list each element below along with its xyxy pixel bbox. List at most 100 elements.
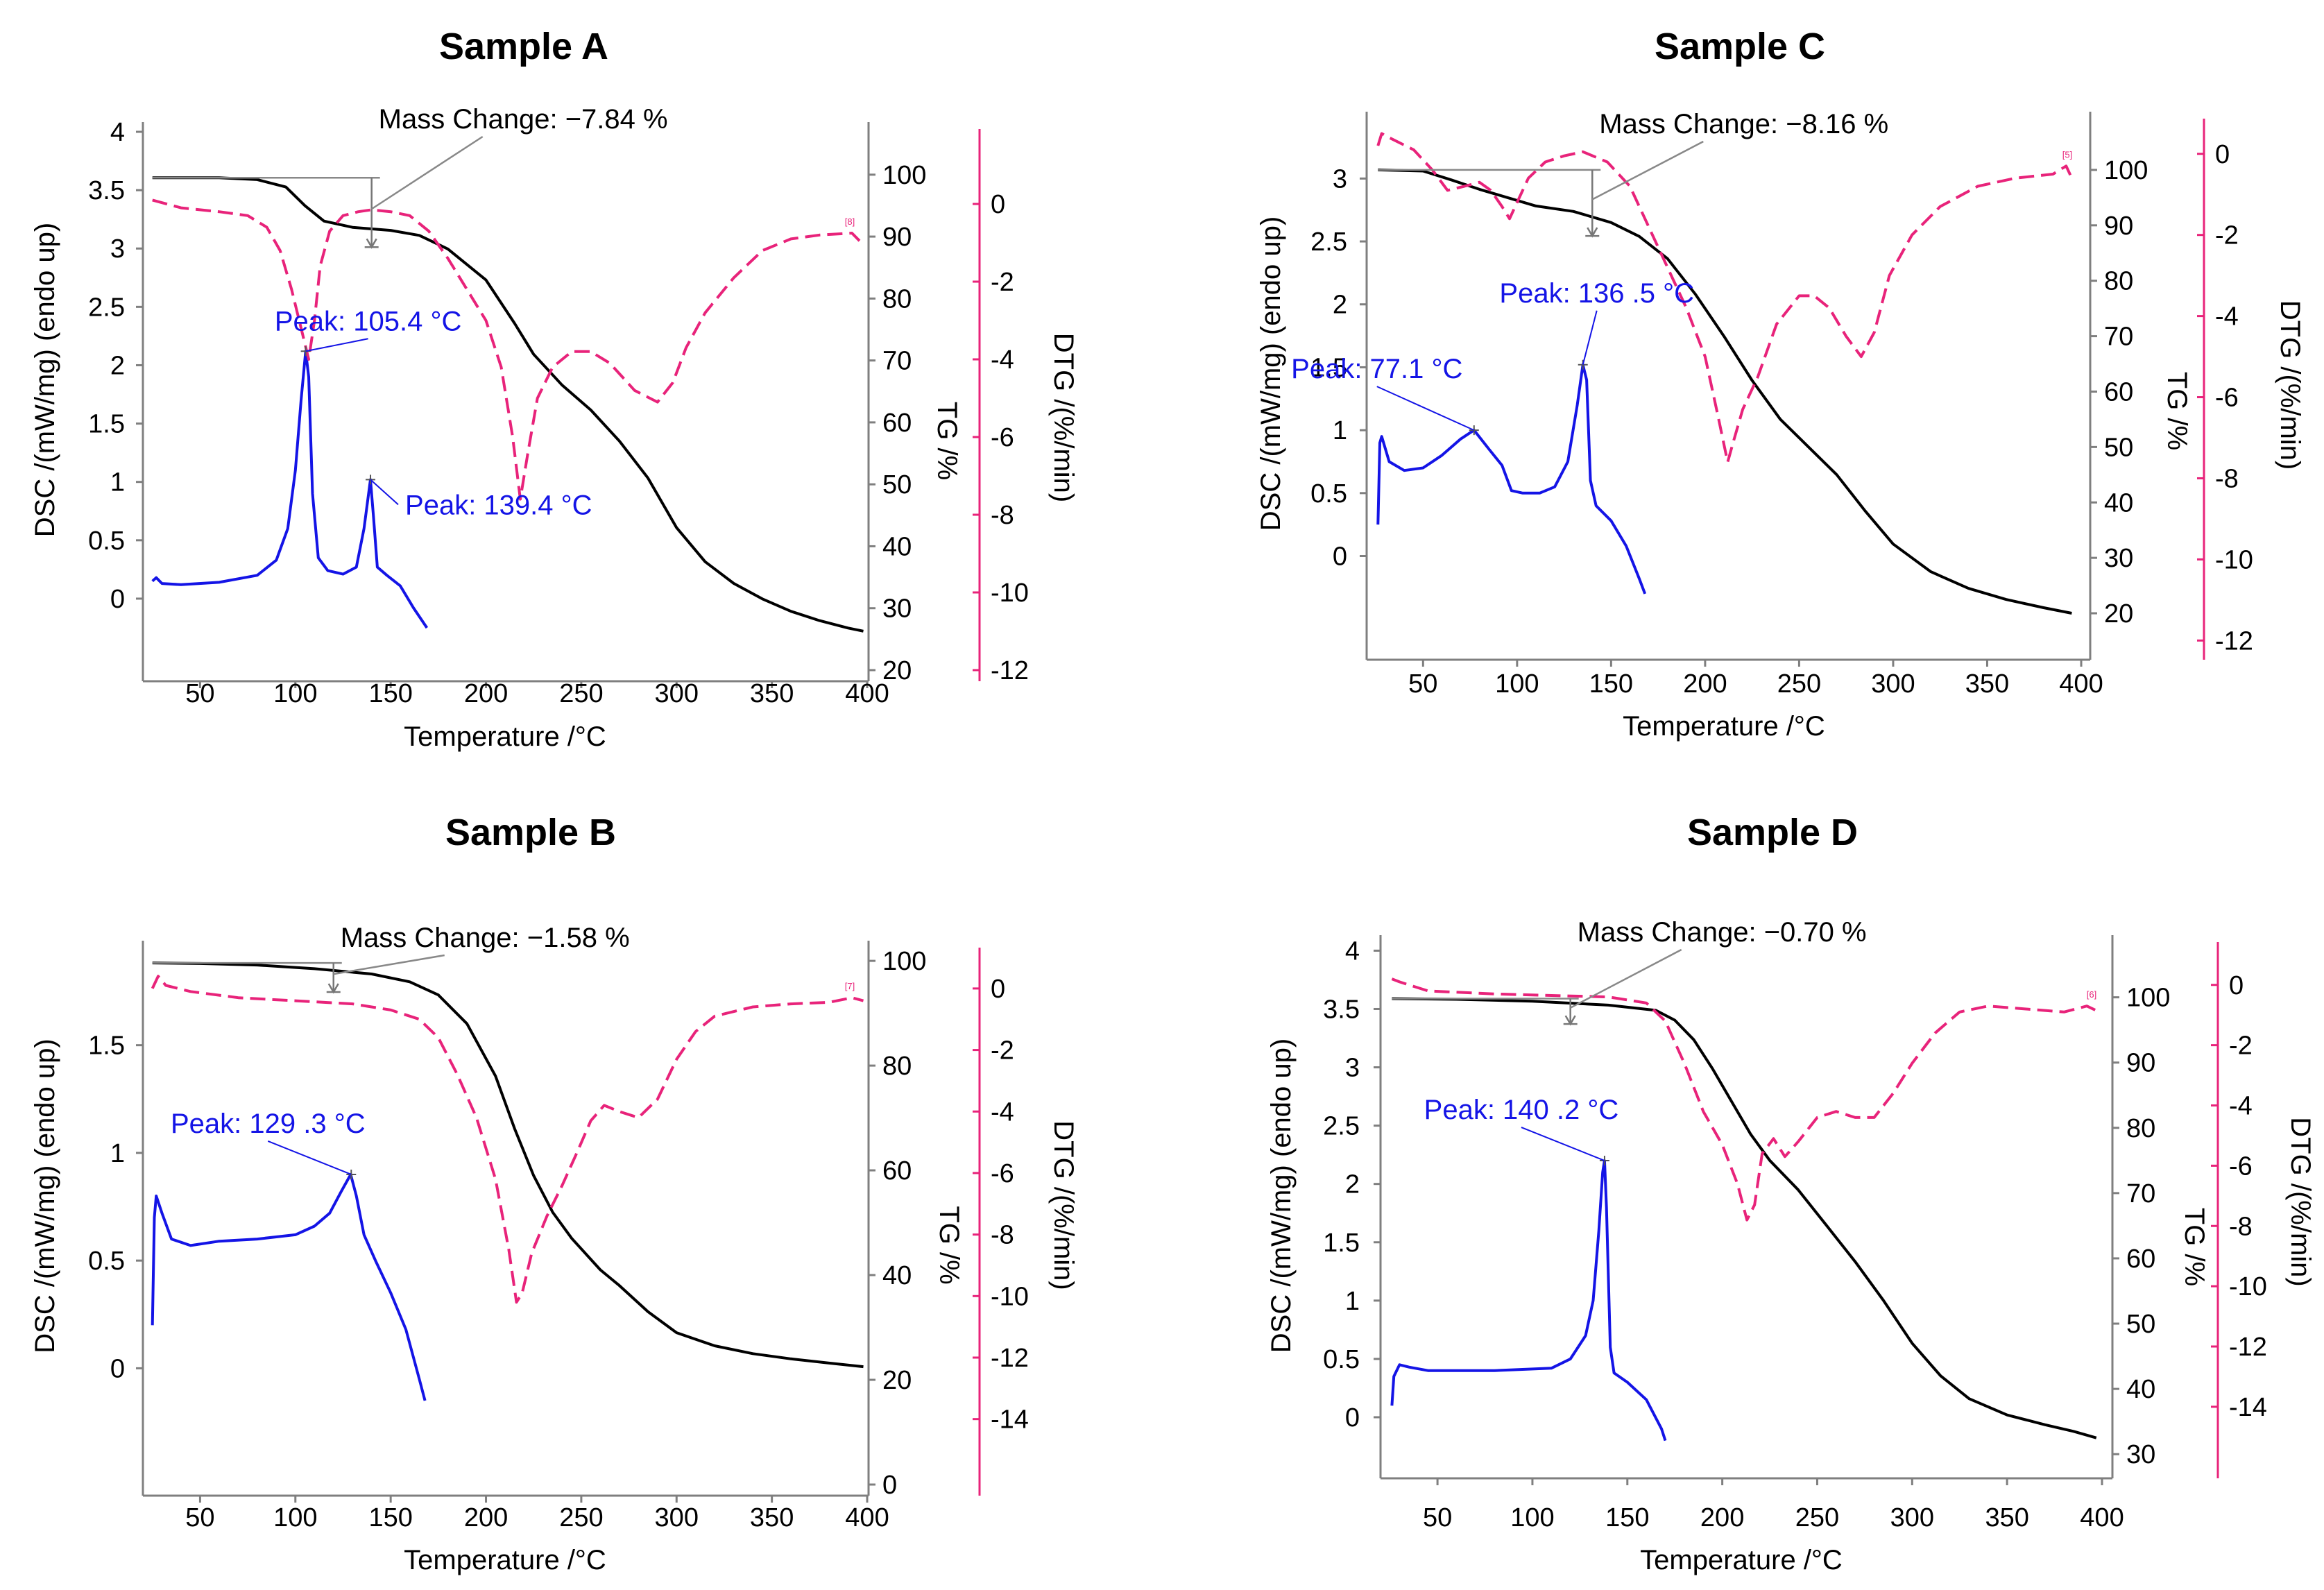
- dsc-axis-label: DSC /(mW/mg) (endo up): [30, 223, 60, 537]
- dtg-tick-label: -8: [2215, 464, 2239, 493]
- tg-tick-label: 40: [2126, 1375, 2155, 1404]
- dtg-tick-label: -10: [991, 579, 1029, 608]
- mass-change-label: Mass Change: −7.84 %: [379, 104, 668, 135]
- tg-tick-label: 20: [882, 656, 912, 685]
- x-tick-label: 350: [750, 679, 794, 708]
- x-tick-label: 200: [1700, 1503, 1744, 1532]
- tg-tick-label: 40: [2104, 488, 2133, 518]
- peak-label: Peak: 136 .5 °C: [1499, 278, 1694, 309]
- chart-title: Sample C: [1655, 26, 1825, 67]
- dsc-curve: [1376, 363, 1647, 595]
- peak-leader-line: [370, 479, 399, 506]
- mass-change-arrow: [1585, 169, 1600, 238]
- dsc-tick-label: 1: [110, 1139, 125, 1168]
- dsc-tick-label: 0.5: [88, 527, 125, 556]
- x-tick-label: 100: [273, 679, 317, 708]
- sample-d-chart: Sample D50 100 150 200 250 300 350 40000.511.52…: [1266, 812, 2316, 1575]
- peak-leader-line: [1582, 310, 1598, 366]
- x-tick-label: 100: [273, 1503, 317, 1532]
- dsc-axis-label: DSC /(mW/mg) (endo up): [1266, 1038, 1297, 1353]
- mass-change-arrow: [326, 963, 341, 994]
- peak-label: Peak: 139.4 °C: [405, 490, 592, 520]
- tg-axis-label: TG /%: [2179, 1208, 2210, 1286]
- mass-change-label: Mass Change: −1.58 %: [341, 923, 630, 953]
- dtg-tick-label: -8: [991, 501, 1014, 530]
- dtg-curve: [1391, 977, 2097, 1222]
- dsc-curve: [1390, 1159, 1667, 1442]
- x-tick-label: 50: [185, 1503, 214, 1532]
- dtg-curve-tag: [5]: [2062, 149, 2072, 160]
- mass-change-arrow: [364, 178, 379, 249]
- tg-tick-label: 80: [2126, 1114, 2155, 1143]
- mass-change-label: Mass Change: −0.70 %: [1578, 917, 1867, 948]
- dsc-tick-label: 4: [1345, 937, 1360, 966]
- chart-title: Sample A: [439, 26, 608, 67]
- dsc-tick-label: 0: [110, 585, 125, 614]
- x-tick-label: 300: [1871, 669, 1915, 699]
- mass-change-leader: [333, 954, 445, 975]
- dtg-tick-label: -2: [2215, 221, 2239, 250]
- x-tick-label: 50: [185, 679, 214, 708]
- dtg-tick-label: -4: [2229, 1092, 2253, 1121]
- tg-tick-label: 90: [2104, 212, 2133, 241]
- dtg-tick-label: -12: [991, 656, 1029, 685]
- dsc-axis-label: DSC /(mW/mg) (endo up): [1256, 216, 1286, 531]
- dsc-tick-label: 0: [1345, 1403, 1360, 1433]
- dtg-tick-label: -14: [991, 1405, 1029, 1435]
- x-tick-label: 400: [2080, 1503, 2124, 1532]
- tg-axis-label: TG /%: [932, 402, 962, 480]
- dtg-curve-tag: [7]: [845, 981, 855, 991]
- sample-a-chart: Sample A50 100 150 200 250 300 350 40000.511.52…: [30, 26, 1079, 752]
- tg-curve: [1392, 997, 2097, 1439]
- tg-axis-label: TG /%: [2162, 372, 2192, 450]
- dsc-tick-label: 1.5: [88, 410, 125, 439]
- peak-label: Peak: 105.4 °C: [275, 306, 462, 336]
- peak-leader-line: [1376, 386, 1475, 431]
- dtg-tick-label: -4: [991, 1097, 1014, 1127]
- tg-tick-label: 100: [2126, 984, 2170, 1013]
- tg-tick-label: 30: [2104, 544, 2133, 573]
- dsc-tick-label: 2.5: [1310, 228, 1347, 257]
- peak-label: Peak: 129 .3 °C: [171, 1109, 366, 1139]
- tg-tick-label: 80: [2104, 267, 2133, 296]
- dtg-tick-label: -6: [2215, 384, 2239, 413]
- tg-tick-label: 90: [2126, 1049, 2155, 1078]
- x-tick-label: 150: [1605, 1503, 1649, 1532]
- peak-marker: [1578, 359, 1588, 370]
- x-tick-label: 300: [1890, 1503, 1934, 1532]
- peak-leader-line: [267, 1140, 352, 1175]
- dtg-curve-tag: [6]: [2087, 989, 2096, 1000]
- x-tick-label: 250: [1795, 1503, 1839, 1532]
- dsc-tick-label: 3.5: [88, 176, 125, 205]
- tg-tick-label: 30: [2126, 1440, 2155, 1469]
- dtg-curve: [152, 198, 861, 501]
- x-tick-label: 100: [1495, 669, 1539, 699]
- tg-curve: [1378, 168, 2072, 615]
- x-tick-label: 300: [655, 679, 699, 708]
- dsc-tick-label: 3: [1333, 164, 1347, 194]
- dsc-tick-label: 1: [1345, 1287, 1360, 1316]
- peak-marker: [1599, 1156, 1609, 1166]
- dtg-curve-tag: [8]: [845, 216, 855, 227]
- x-tick-label: 150: [368, 679, 412, 708]
- x-tick-label: 400: [845, 1503, 889, 1532]
- x-tick-label: 350: [750, 1503, 794, 1532]
- dsc-tick-label: 2: [110, 351, 125, 380]
- tg-tick-label: 40: [882, 1261, 912, 1290]
- x-axis-label: Temperature /°C: [1640, 1545, 1843, 1575]
- tg-curve: [152, 176, 864, 633]
- dtg-tick-label: -4: [991, 345, 1014, 375]
- dsc-tick-label: 0: [110, 1354, 125, 1383]
- tg-tick-label: 20: [882, 1366, 912, 1395]
- dsc-tick-label: 2: [1333, 291, 1347, 320]
- tg-tick-label: 70: [2104, 323, 2133, 352]
- dsc-tick-label: 2: [1345, 1170, 1360, 1199]
- dtg-tick-label: -8: [991, 1221, 1014, 1250]
- tg-tick-label: 100: [882, 947, 926, 976]
- dtg-tick-label: 0: [2229, 971, 2244, 1000]
- dsc-tick-label: 3: [110, 234, 125, 264]
- chart-title: Sample B: [445, 812, 616, 853]
- x-tick-label: 200: [1683, 669, 1727, 699]
- x-tick-label: 150: [368, 1503, 412, 1532]
- sample-b-chart: Sample B50 100 150 200 250 300 350 40000.511.50…: [30, 812, 1079, 1575]
